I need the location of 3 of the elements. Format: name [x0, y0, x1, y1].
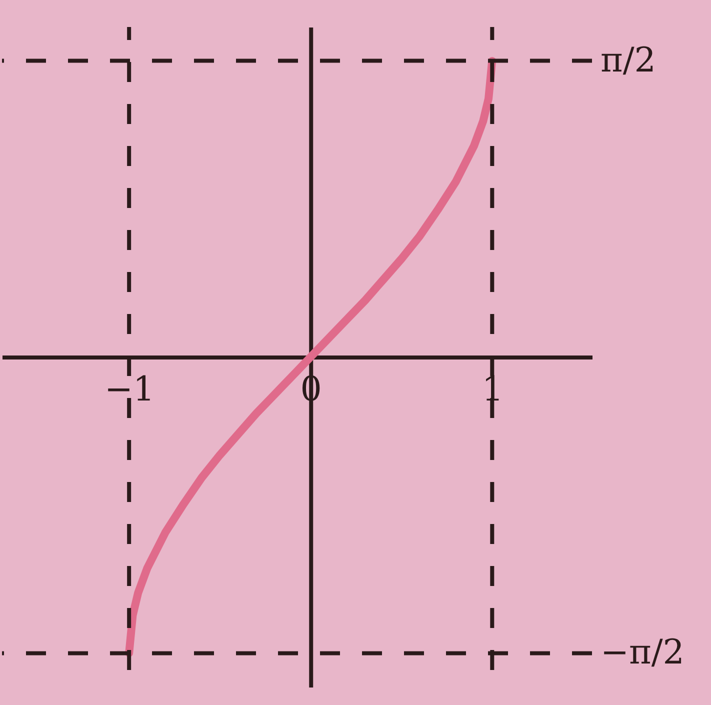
x-tick-label: −1: [104, 370, 155, 410]
y-tick-label: −π/2: [600, 632, 684, 673]
y-tick-label: π/2: [600, 40, 656, 80]
